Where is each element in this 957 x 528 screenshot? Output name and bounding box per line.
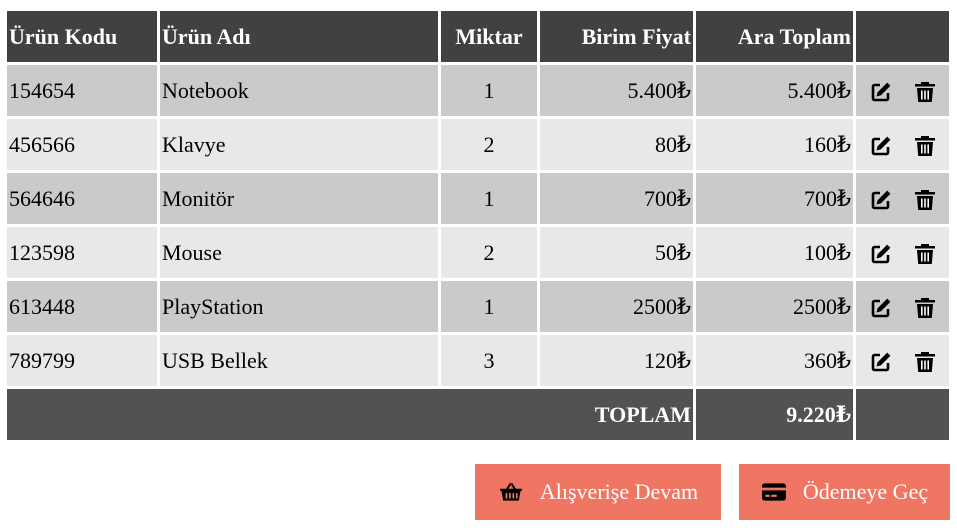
- cell-quantity: 1: [441, 65, 537, 116]
- trash-icon[interactable]: [913, 80, 937, 104]
- cell-product-code: 456566: [7, 119, 157, 170]
- cell-subtotal: 100₺: [696, 227, 853, 278]
- cell-product-name: Monitör: [160, 173, 438, 224]
- total-value: 9.220₺: [696, 389, 853, 440]
- trash-icon[interactable]: [913, 350, 937, 374]
- cell-unit-price: 700₺: [540, 173, 693, 224]
- table-row: 789799 USB Bellek 3 120₺ 360₺: [7, 335, 949, 386]
- checkout-label: Ödemeye Geç: [802, 479, 929, 504]
- cell-subtotal: 5.400₺: [696, 65, 853, 116]
- cell-subtotal: 360₺: [696, 335, 853, 386]
- cell-subtotal: 2500₺: [696, 281, 853, 332]
- credit-card-icon: [761, 479, 787, 505]
- cell-quantity: 3: [441, 335, 537, 386]
- edit-icon[interactable]: [869, 350, 893, 374]
- cell-unit-price: 50₺: [540, 227, 693, 278]
- cell-actions: [856, 227, 949, 278]
- edit-icon[interactable]: [869, 296, 893, 320]
- total-row: TOPLAM 9.220₺: [7, 389, 949, 440]
- cell-actions: [856, 281, 949, 332]
- cell-product-name: USB Bellek: [160, 335, 438, 386]
- cell-product-name: PlayStation: [160, 281, 438, 332]
- cell-quantity: 2: [441, 119, 537, 170]
- header-actions: [856, 11, 949, 62]
- cell-actions: [856, 65, 949, 116]
- cell-quantity: 1: [441, 281, 537, 332]
- trash-icon[interactable]: [913, 188, 937, 212]
- continue-shopping-label: Alışverişe Devam: [539, 479, 699, 504]
- edit-icon[interactable]: [869, 242, 893, 266]
- checkout-button[interactable]: Ödemeye Geç: [739, 464, 950, 520]
- edit-icon[interactable]: [869, 134, 893, 158]
- table-header-row: Ürün Kodu Ürün Adı Miktar Birim Fiyat Ar…: [7, 11, 949, 62]
- trash-icon[interactable]: [913, 242, 937, 266]
- cell-unit-price: 80₺: [540, 119, 693, 170]
- basket-icon: [498, 479, 524, 505]
- header-unit-price: Birim Fiyat: [540, 11, 693, 62]
- cell-product-code: 564646: [7, 173, 157, 224]
- continue-shopping-button[interactable]: Alışverişe Devam: [475, 464, 721, 520]
- cell-quantity: 2: [441, 227, 537, 278]
- cell-subtotal: 160₺: [696, 119, 853, 170]
- cell-subtotal: 700₺: [696, 173, 853, 224]
- edit-icon[interactable]: [869, 188, 893, 212]
- cell-actions: [856, 173, 949, 224]
- cell-quantity: 1: [441, 173, 537, 224]
- cell-product-code: 154654: [7, 65, 157, 116]
- table-row: 564646 Monitör 1 700₺ 700₺: [7, 173, 949, 224]
- cart-table: Ürün Kodu Ürün Adı Miktar Birim Fiyat Ar…: [4, 8, 952, 443]
- total-label: TOPLAM: [7, 389, 693, 440]
- cell-product-name: Klavye: [160, 119, 438, 170]
- header-quantity: Miktar: [441, 11, 537, 62]
- total-empty-cell: [856, 389, 949, 440]
- cell-product-code: 789799: [7, 335, 157, 386]
- table-row: 123598 Mouse 2 50₺ 100₺: [7, 227, 949, 278]
- cell-unit-price: 5.400₺: [540, 65, 693, 116]
- cell-unit-price: 120₺: [540, 335, 693, 386]
- trash-icon[interactable]: [913, 296, 937, 320]
- cell-product-name: Notebook: [160, 65, 438, 116]
- trash-icon[interactable]: [913, 134, 937, 158]
- table-row: 613448 PlayStation 1 2500₺ 2500₺: [7, 281, 949, 332]
- table-row: 456566 Klavye 2 80₺ 160₺: [7, 119, 949, 170]
- header-subtotal: Ara Toplam: [696, 11, 853, 62]
- header-product-code: Ürün Kodu: [7, 11, 157, 62]
- cell-actions: [856, 119, 949, 170]
- cell-product-code: 123598: [7, 227, 157, 278]
- edit-icon[interactable]: [869, 80, 893, 104]
- cell-unit-price: 2500₺: [540, 281, 693, 332]
- cell-product-name: Mouse: [160, 227, 438, 278]
- table-row: 154654 Notebook 1 5.400₺ 5.400₺: [7, 65, 949, 116]
- cell-product-code: 613448: [7, 281, 157, 332]
- cell-actions: [856, 335, 949, 386]
- header-product-name: Ürün Adı: [160, 11, 438, 62]
